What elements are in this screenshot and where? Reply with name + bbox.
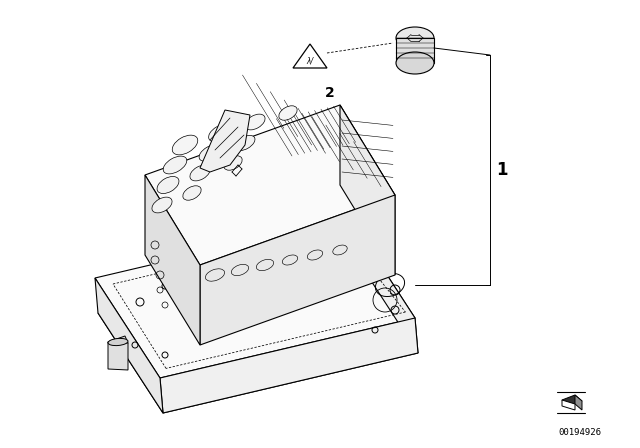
Ellipse shape (163, 156, 187, 174)
Ellipse shape (396, 52, 434, 74)
Polygon shape (98, 253, 418, 413)
Polygon shape (145, 175, 200, 345)
Text: λ/: λ/ (307, 56, 314, 65)
Text: 1: 1 (496, 161, 508, 179)
Polygon shape (160, 318, 418, 413)
Ellipse shape (183, 186, 201, 200)
Text: 00194926: 00194926 (559, 427, 602, 436)
Polygon shape (350, 218, 418, 353)
Polygon shape (95, 218, 415, 378)
Polygon shape (575, 395, 582, 410)
Polygon shape (200, 110, 250, 172)
Ellipse shape (396, 27, 434, 49)
Polygon shape (108, 336, 128, 349)
Ellipse shape (199, 145, 221, 161)
Polygon shape (340, 105, 395, 275)
Ellipse shape (190, 165, 210, 181)
Polygon shape (562, 395, 582, 406)
Polygon shape (95, 278, 163, 413)
Ellipse shape (224, 156, 242, 170)
Polygon shape (108, 342, 128, 370)
Ellipse shape (245, 114, 265, 130)
Ellipse shape (108, 338, 128, 345)
Ellipse shape (209, 124, 232, 142)
Ellipse shape (279, 106, 297, 120)
Text: 2: 2 (325, 86, 335, 100)
Ellipse shape (235, 135, 255, 151)
Polygon shape (396, 38, 434, 63)
Ellipse shape (157, 177, 179, 194)
Polygon shape (200, 195, 395, 345)
Ellipse shape (152, 197, 172, 213)
Polygon shape (562, 400, 575, 410)
Polygon shape (145, 105, 395, 265)
Ellipse shape (172, 135, 198, 155)
